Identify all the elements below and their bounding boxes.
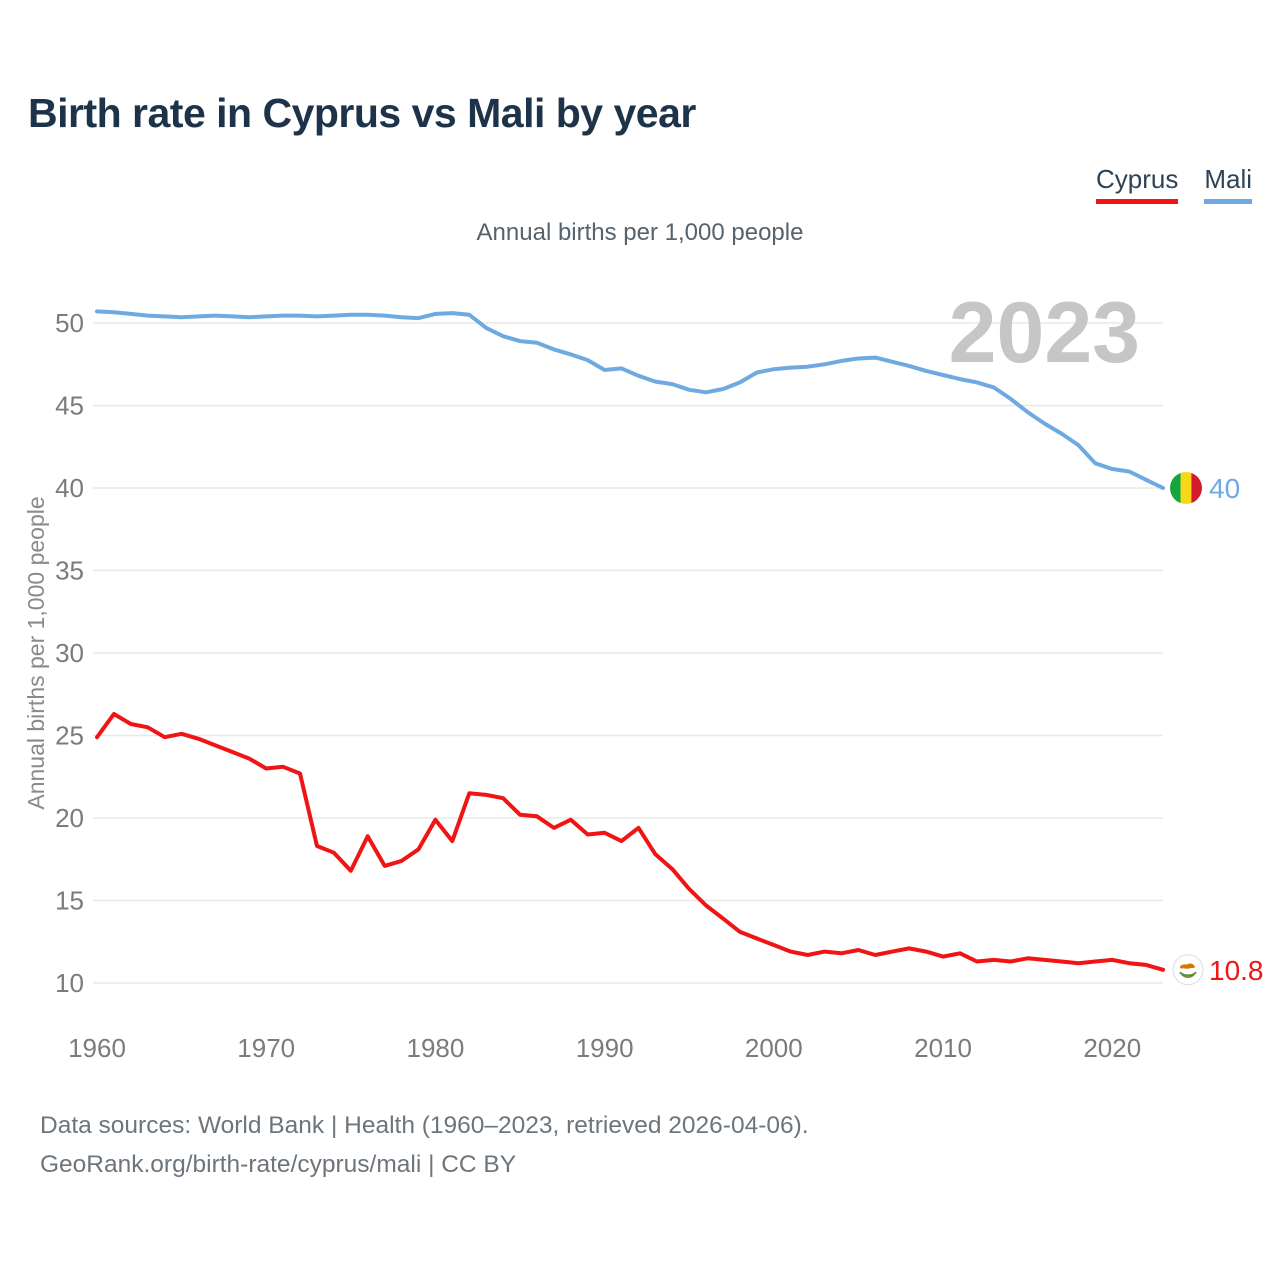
mali-end-value-label: 40 (1209, 473, 1240, 504)
legend: Cyprus Mali (1095, 164, 1252, 204)
mali-flag-icon (1168, 470, 1204, 506)
series-line-mali (95, 309, 1165, 490)
y-tick-label: 25 (55, 721, 84, 751)
legend-item-cyprus[interactable]: Cyprus (1095, 164, 1179, 204)
x-tick-label: 2000 (745, 1033, 803, 1063)
y-tick-label: 50 (55, 308, 84, 338)
cyprus-flag-icon (1172, 954, 1204, 986)
x-tick-label: 2020 (1083, 1033, 1141, 1063)
watermark-year: 2023 (949, 285, 1140, 381)
y-tick-label: 15 (55, 886, 84, 916)
chart-subtitle: Annual births per 1,000 people (476, 219, 804, 246)
x-tick-label: 1980 (406, 1033, 464, 1063)
x-tick-label: 1970 (237, 1033, 295, 1063)
y-tick-label: 45 (55, 391, 84, 421)
page-title: Birth rate in Cyprus vs Mali by year (28, 90, 696, 136)
data-sources-text: Data sources: World Bank | Health (1960–… (40, 1112, 809, 1139)
x-tick-label: 2010 (914, 1033, 972, 1063)
y-tick-label: 40 (55, 473, 84, 503)
series-line-cyprus (95, 712, 1165, 972)
x-tick-label: 1960 (68, 1033, 126, 1063)
y-tick-label: 30 (55, 638, 84, 668)
y-tick-label: 35 (55, 556, 84, 586)
y-axis-title: Annual births per 1,000 people (23, 496, 49, 809)
legend-item-mali[interactable]: Mali (1204, 164, 1252, 204)
y-tick-label: 20 (55, 803, 84, 833)
footer: Data sources: World Bank | Health (1960–… (40, 1106, 809, 1184)
cyprus-end-value-label: 10.8 (1209, 955, 1264, 986)
attribution-text: GeoRank.org/birth-rate/cyprus/mali | CC … (40, 1151, 517, 1178)
y-tick-label: 10 (55, 968, 84, 998)
x-tick-label: 1990 (576, 1033, 634, 1063)
